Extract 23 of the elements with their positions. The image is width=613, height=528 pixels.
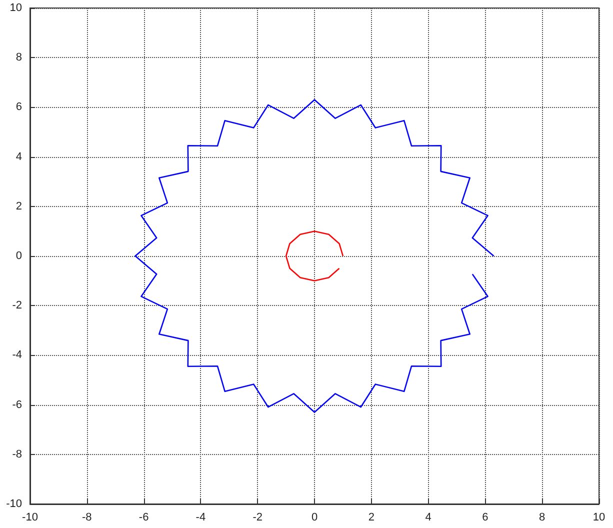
y-tick-label: -2 <box>12 300 22 312</box>
x-tick-label: 4 <box>425 512 432 524</box>
y-tick-label: 8 <box>16 52 22 64</box>
y-tick-label: 4 <box>16 150 22 163</box>
x-tick-label: 6 <box>482 512 488 524</box>
y-tick-label: -6 <box>12 398 22 411</box>
y-tick-label: 10 <box>10 2 22 14</box>
y-tick-label: -10 <box>6 498 22 510</box>
x-tick-label: -8 <box>82 512 92 524</box>
line-series <box>134 99 494 413</box>
y-tick-label: -8 <box>12 448 22 460</box>
x-tick-label: 2 <box>368 512 374 524</box>
x-tick-label: -6 <box>138 512 149 524</box>
x-tick-label: 8 <box>539 512 546 524</box>
y-tick-label: 0 <box>16 250 22 262</box>
y-tick-label: -4 <box>12 349 22 362</box>
x-tick-label: 10 <box>592 512 606 524</box>
x-tick-label: 0 <box>311 512 318 524</box>
y-tick-label: 6 <box>16 101 22 114</box>
y-tick-label: 2 <box>16 200 22 212</box>
x-tick-label: -2 <box>252 512 262 524</box>
x-tick-label: -4 <box>196 512 206 524</box>
line-series <box>285 230 344 282</box>
